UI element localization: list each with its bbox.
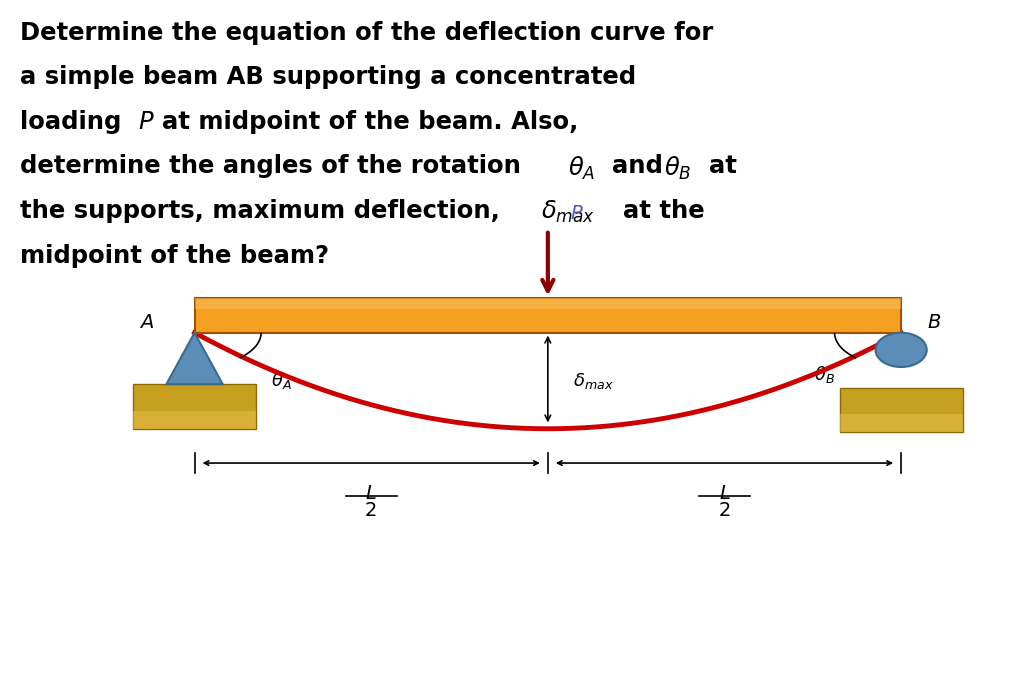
Text: loading: loading — [20, 110, 130, 134]
Circle shape — [876, 333, 927, 367]
Text: $\theta_B$: $\theta_B$ — [814, 364, 835, 385]
Text: $B$: $B$ — [927, 313, 941, 332]
FancyBboxPatch shape — [840, 388, 963, 432]
Text: $P$: $P$ — [570, 204, 584, 223]
Text: at midpoint of the beam. Also,: at midpoint of the beam. Also, — [162, 110, 579, 134]
Text: $A$: $A$ — [138, 313, 154, 332]
Text: $\delta_{max}$: $\delta_{max}$ — [573, 370, 614, 391]
Text: at: at — [709, 154, 736, 178]
Text: 2: 2 — [365, 501, 378, 520]
Polygon shape — [166, 333, 223, 384]
Text: $\theta_A$: $\theta_A$ — [568, 154, 596, 182]
FancyBboxPatch shape — [133, 411, 256, 429]
Text: a simple beam AB supporting a concentrated: a simple beam AB supporting a concentrat… — [20, 65, 637, 89]
Text: determine the angles of the rotation: determine the angles of the rotation — [20, 154, 529, 178]
Text: $\delta_{max}$: $\delta_{max}$ — [541, 199, 595, 225]
Text: $L$: $L$ — [366, 484, 377, 503]
FancyBboxPatch shape — [195, 298, 901, 309]
Text: midpoint of the beam?: midpoint of the beam? — [20, 244, 330, 268]
Text: $L$: $L$ — [719, 484, 730, 503]
Text: and: and — [612, 154, 672, 178]
Text: $\theta_B$: $\theta_B$ — [664, 154, 691, 182]
Text: 2: 2 — [718, 501, 731, 520]
Text: the supports, maximum deflection,: the supports, maximum deflection, — [20, 199, 509, 223]
FancyBboxPatch shape — [133, 384, 256, 429]
Text: $\theta_A$: $\theta_A$ — [271, 370, 292, 392]
Text: Determine the equation of the deflection curve for: Determine the equation of the deflection… — [20, 21, 714, 45]
Text: at the: at the — [623, 199, 705, 223]
FancyBboxPatch shape — [840, 414, 963, 432]
Text: $P$: $P$ — [138, 110, 155, 134]
FancyBboxPatch shape — [195, 298, 901, 333]
